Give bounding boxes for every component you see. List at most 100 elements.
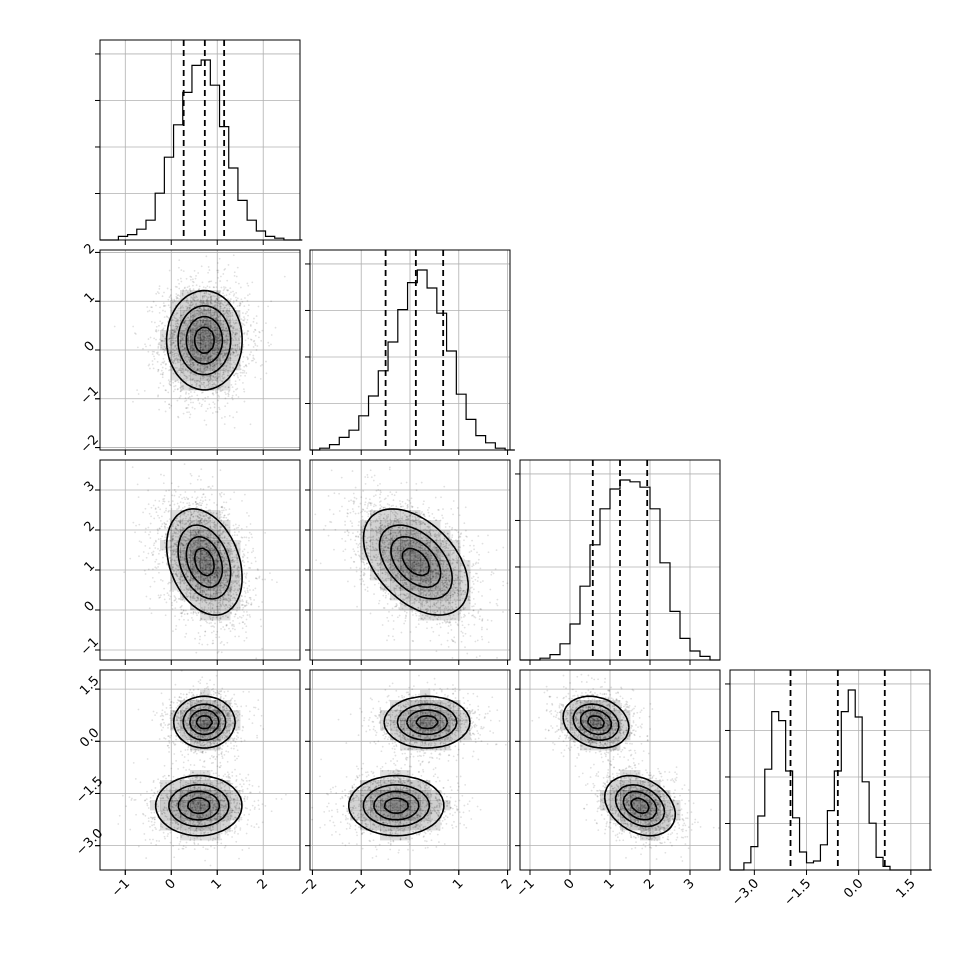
- scatter-point: [245, 611, 248, 613]
- scatter-point: [204, 314, 207, 317]
- scatter-point: [134, 332, 136, 335]
- scatter-point: [203, 307, 205, 309]
- scatter-point: [173, 330, 176, 333]
- scatter-point: [222, 356, 225, 358]
- scatter-point: [226, 361, 229, 364]
- scatter-point: [215, 362, 218, 365]
- scatter-point: [239, 364, 242, 367]
- scatter-point: [218, 339, 221, 342]
- scatter-point: [171, 601, 174, 604]
- scatter-point: [202, 324, 205, 326]
- scatter-point: [137, 496, 140, 499]
- scatter-point: [265, 372, 268, 375]
- scatter-point: [207, 271, 210, 274]
- scatter-point: [249, 325, 252, 327]
- scatter-point: [215, 329, 218, 332]
- scatter-point: [168, 352, 171, 355]
- scatter-point: [239, 335, 242, 338]
- scatter-point: [171, 343, 174, 346]
- scatter-point: [247, 284, 250, 287]
- scatter-point: [261, 647, 264, 650]
- scatter-point: [260, 339, 263, 342]
- scatter-point: [190, 616, 193, 619]
- scatter-point: [174, 317, 176, 320]
- scatter-point: [181, 386, 184, 388]
- scatter-point: [242, 319, 244, 322]
- scatter-point: [162, 500, 165, 502]
- scatter-point: [160, 473, 162, 476]
- scatter-point: [203, 368, 206, 371]
- scatter-point: [184, 319, 187, 322]
- scatter-point: [189, 413, 192, 416]
- scatter-point: [210, 374, 213, 377]
- scatter-point: [213, 369, 216, 371]
- scatter-point: [203, 312, 206, 315]
- scatter-point: [231, 330, 234, 333]
- scatter-point: [209, 309, 212, 312]
- scatter-point: [193, 348, 195, 351]
- scatter-point: [200, 357, 203, 360]
- scatter-point: [170, 328, 173, 331]
- scatter-point: [206, 301, 208, 304]
- scatter-point: [190, 276, 193, 278]
- scatter-point: [161, 376, 164, 379]
- scatter-point: [207, 330, 210, 333]
- scatter-point: [144, 544, 147, 547]
- scatter-point: [189, 278, 192, 281]
- scatter-point: [155, 351, 158, 354]
- scatter-point: [216, 320, 218, 322]
- scatter-point: [218, 300, 221, 303]
- scatter-point: [197, 399, 200, 402]
- scatter-point: [174, 380, 177, 382]
- scatter-point: [203, 325, 206, 327]
- scatter-point: [184, 317, 187, 320]
- scatter-point: [154, 330, 157, 332]
- scatter-point: [167, 298, 170, 301]
- scatter-point: [147, 503, 150, 506]
- scatter-point: [206, 353, 209, 356]
- scatter-point: [157, 538, 160, 541]
- scatter-point: [202, 321, 204, 324]
- scatter-point: [222, 304, 225, 307]
- scatter-point: [248, 585, 251, 587]
- scatter-point: [184, 491, 187, 493]
- scatter-point: [208, 334, 211, 337]
- scatter-point: [226, 359, 229, 362]
- scatter-point: [202, 355, 205, 358]
- scatter-point: [219, 346, 221, 349]
- scatter-point: [178, 342, 181, 345]
- scatter-point: [157, 370, 159, 373]
- scatter-point: [233, 374, 236, 377]
- scatter-point: [200, 371, 203, 373]
- scatter-point: [160, 525, 163, 528]
- density-cell: [190, 310, 201, 321]
- scatter-point: [155, 567, 158, 570]
- scatter-point: [185, 299, 188, 302]
- scatter-point: [186, 502, 189, 505]
- scatter-point: [230, 347, 233, 350]
- scatter-point: [202, 361, 205, 364]
- scatter-point: [198, 384, 201, 386]
- scatter-point: [205, 423, 208, 426]
- scatter-point: [164, 304, 167, 307]
- scatter-point: [151, 360, 154, 362]
- scatter-point: [201, 372, 204, 375]
- scatter-point: [216, 362, 219, 365]
- scatter-point: [249, 324, 252, 326]
- scatter-point: [196, 505, 198, 508]
- scatter-point: [204, 396, 207, 399]
- scatter-point: [187, 334, 190, 337]
- scatter-point: [203, 323, 206, 325]
- scatter-point: [155, 328, 158, 331]
- scatter-point: [132, 400, 134, 403]
- scatter-point: [181, 305, 184, 307]
- scatter-point: [224, 393, 227, 396]
- scatter-point: [203, 308, 205, 311]
- scatter-point: [164, 551, 167, 553]
- scatter-point: [193, 313, 196, 315]
- scatter-point: [196, 363, 199, 366]
- scatter-point: [242, 382, 244, 384]
- scatter-point: [188, 322, 190, 325]
- scatter-point: [221, 362, 223, 364]
- scatter-point: [231, 398, 234, 401]
